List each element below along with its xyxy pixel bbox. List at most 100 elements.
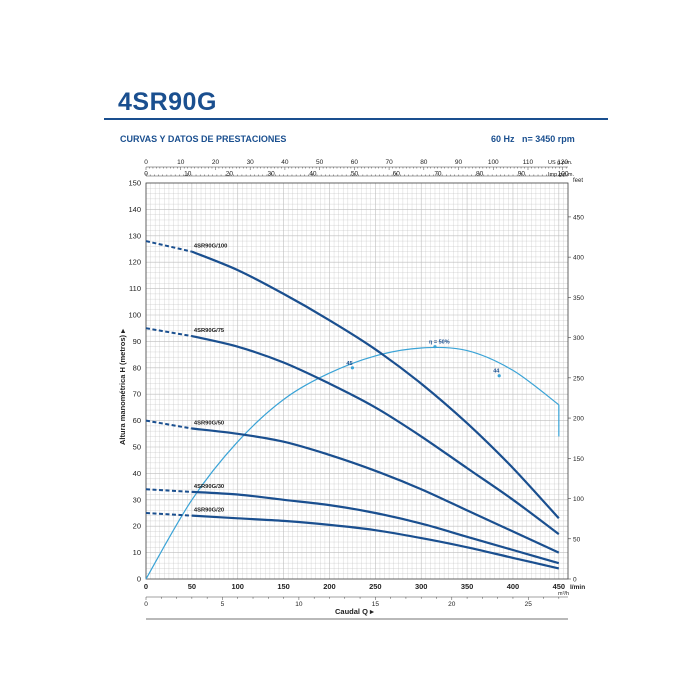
x-tick-label: 400 (507, 582, 520, 591)
efficiency-marker (497, 374, 501, 378)
imp-gpm-tick-label: 30 (267, 171, 275, 178)
head-curve-series (191, 514, 560, 570)
feet-tick-label: 150 (573, 456, 584, 463)
efficiency-label: η = 50% (429, 340, 450, 346)
y-tick-label: 50 (133, 443, 141, 452)
y-tick-label: 140 (128, 205, 141, 214)
series-label: 4SR90G/75 (194, 328, 225, 334)
shutoff-dashed-line (145, 488, 192, 493)
feet-tick-label: 250 (573, 375, 584, 382)
us-gpm-tick-label: 100 (488, 159, 499, 166)
shutoff-dashed-line (145, 419, 193, 430)
chart-subtitle: CURVAS Y DATOS DE PRESTACIONES (120, 134, 287, 144)
shutoff-dashed-line (145, 327, 193, 338)
x-tick-label: 150 (277, 582, 290, 591)
y-tick-label: 20 (133, 522, 141, 531)
efficiency-label: 45 (346, 361, 352, 367)
speed-label: n= 3450 rpm (522, 134, 575, 144)
feet-tick-label: 200 (573, 416, 584, 423)
imp-gpm-tick-label: 90 (518, 171, 526, 178)
y-tick-label: 150 (128, 179, 141, 188)
x-tick-label: 450 (553, 582, 566, 591)
us-gpm-tick-label: 10 (177, 159, 185, 166)
us-gpm-tick-label: 110 (523, 159, 534, 166)
efficiency-marker (433, 345, 437, 349)
series-label: 4SR90G/20 (194, 508, 224, 514)
imp-gpm-tick-label: 40 (309, 171, 317, 178)
y-tick-label: 40 (133, 469, 141, 478)
y-tick-label: 130 (128, 231, 141, 240)
feet-tick-label: 350 (573, 295, 584, 302)
imp-gpm-tick-label: 80 (476, 171, 484, 178)
m3h-tick-label: 10 (295, 601, 303, 608)
us-gpm-tick-label: 70 (385, 159, 393, 166)
title-divider (104, 118, 608, 120)
frequency-label: 60 Hz (491, 134, 515, 144)
imp-gpm-tick-label: 50 (351, 171, 359, 178)
us-gpm-tick-label: 20 (212, 159, 220, 166)
us-gpm-tick-label: 120 (557, 159, 568, 166)
series-label: 4SR90G/50 (194, 421, 224, 427)
us-gpm-unit-label: US g.p.m. (548, 160, 573, 166)
x-tick-label: 100 (231, 582, 244, 591)
imp-gpm-tick-label: 70 (434, 171, 442, 178)
y-tick-label: 120 (128, 258, 141, 267)
head-curve-series (191, 250, 560, 520)
y-tick-label: 0 (137, 575, 141, 584)
y-tick-label: 10 (133, 548, 141, 557)
us-gpm-tick-label: 50 (316, 159, 324, 166)
feet-tick-label: 0 (573, 577, 577, 584)
efficiency-label: 44 (493, 369, 500, 375)
efficiency-marker (350, 366, 355, 370)
y-tick-label: 70 (133, 390, 141, 399)
x-unit-label: l/min (570, 584, 585, 591)
m3h-tick-label: 5 (221, 601, 225, 608)
x-tick-label: 0 (144, 582, 148, 591)
us-gpm-tick-label: 0 (144, 159, 148, 166)
x-axis-label: Caudal Q ▸ (335, 607, 375, 616)
feet-tick-label: 300 (573, 335, 584, 342)
us-gpm-tick-label: 80 (420, 159, 428, 166)
efficiency-curve (145, 346, 560, 580)
x-tick-label: 350 (461, 582, 474, 591)
imp-gpm-tick-label: 100 (558, 171, 569, 178)
us-gpm-tick-label: 90 (455, 159, 463, 166)
shutoff-dashed-line (145, 240, 193, 253)
us-gpm-tick-label: 60 (351, 159, 359, 166)
y-axis-label: Altura manométrica H (metros) ▸ (118, 328, 127, 445)
y-tick-label: 110 (129, 284, 141, 293)
plot-frame (145, 182, 569, 580)
x-tick-label: 300 (415, 582, 428, 591)
y-tick-label: 60 (133, 416, 141, 425)
head-curve-series (191, 427, 560, 554)
imp-gpm-unit-label: Imp g.p.m. (548, 172, 574, 178)
imp-gpm-tick-label: 20 (226, 171, 234, 178)
feet-tick-label: 400 (573, 255, 584, 262)
shutoff-dashed-line (145, 512, 192, 517)
m3h-tick-label: 20 (448, 601, 456, 608)
us-gpm-tick-label: 40 (281, 159, 289, 166)
head-curve-series (191, 490, 560, 565)
m3h-tick-label: 15 (372, 601, 380, 608)
feet-tick-label: 50 (573, 536, 581, 543)
head-curve-series (191, 335, 560, 535)
feet-tick-label: 450 (573, 214, 584, 221)
m3h-unit-label: m³/h (558, 591, 569, 597)
m3h-tick-label: 25 (525, 601, 533, 608)
x-tick-label: 50 (188, 582, 196, 591)
y-tick-label: 80 (133, 363, 141, 372)
imp-gpm-tick-label: 10 (184, 171, 192, 178)
model-title: 4SR90G (118, 88, 217, 116)
x-tick-label: 250 (369, 582, 382, 591)
y-tick-label: 100 (128, 311, 141, 320)
feet-tick-label: 100 (573, 496, 584, 503)
imp-gpm-tick-label: 0 (144, 171, 148, 178)
m3h-tick-label: 0 (144, 601, 148, 608)
feet-unit-label: feet (573, 178, 583, 184)
imp-gpm-tick-label: 60 (393, 171, 401, 178)
us-gpm-tick-label: 30 (247, 159, 255, 166)
series-label: 4SR90G/30 (194, 484, 224, 490)
x-tick-label: 200 (323, 582, 336, 591)
y-tick-label: 30 (133, 495, 141, 504)
